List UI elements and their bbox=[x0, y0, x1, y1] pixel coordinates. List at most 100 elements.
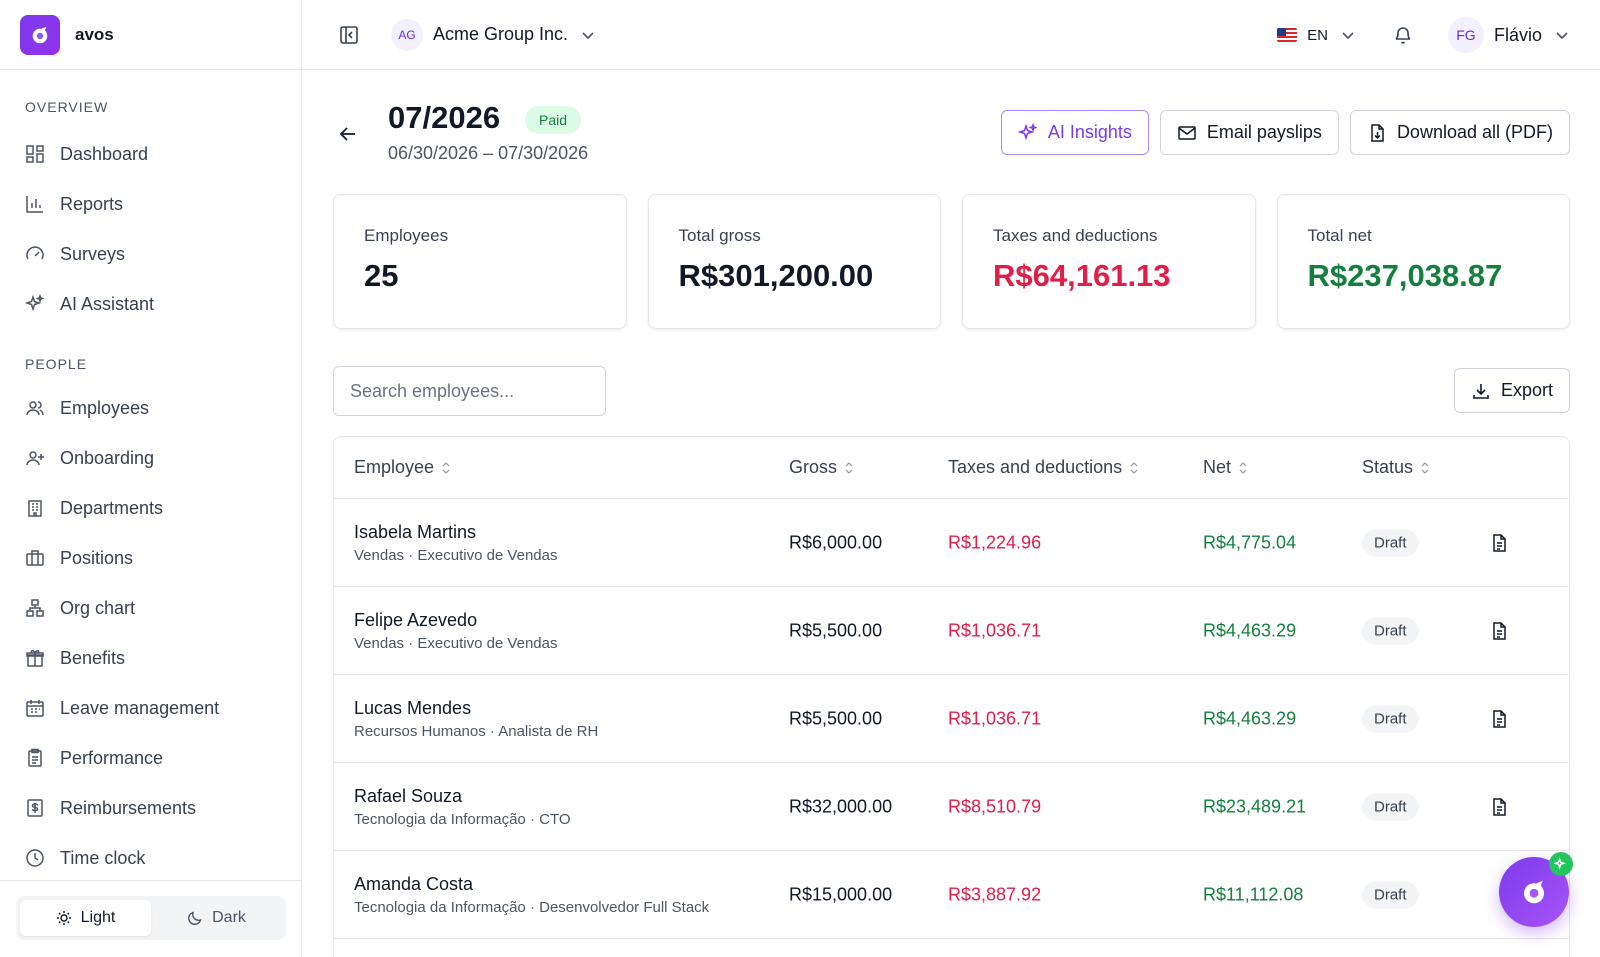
sidebar-item-label: AI Assistant bbox=[60, 293, 155, 314]
employee-cell: Isabela Martins Vendas · Executivo de Ven… bbox=[354, 522, 557, 564]
sidebar-item-positions[interactable]: Positions bbox=[0, 533, 301, 583]
email-payslips-label: Email payslips bbox=[1206, 122, 1322, 142]
employee-role: Vendas · Executivo de Vendas bbox=[354, 634, 558, 652]
table-header: Employee Gross Taxes and deductions Net … bbox=[334, 437, 1569, 499]
sidebar-item-reimbursements[interactable]: Reimbursements bbox=[0, 783, 301, 833]
status-badge: Draft bbox=[1362, 617, 1419, 644]
table-row[interactable]: Felipe Azevedo Vendas · Executivo de Vend… bbox=[334, 587, 1569, 675]
sidebar-item-label: Time clock bbox=[60, 847, 146, 868]
column-header-label: Gross bbox=[789, 457, 838, 477]
sidebar-toggle-icon[interactable] bbox=[338, 24, 360, 46]
sort-icon bbox=[1421, 461, 1429, 474]
sidebar-item-ai-assistant[interactable]: AI Assistant bbox=[0, 279, 301, 329]
bell-icon[interactable] bbox=[1392, 24, 1414, 46]
sort-icon bbox=[442, 461, 450, 474]
download-all-label: Download all (PDF) bbox=[1396, 122, 1553, 142]
column-header-net[interactable]: Net bbox=[1203, 457, 1249, 478]
payslip-document-icon[interactable] bbox=[1489, 709, 1509, 729]
sidebar-item-label: Dashboard bbox=[60, 143, 149, 164]
sun-icon bbox=[56, 911, 71, 925]
main-content: 07/2026 Paid 06/30/2026 – 07/30/2026 AI … bbox=[302, 70, 1600, 957]
sidebar-item-dashboard[interactable]: Dashboard bbox=[0, 129, 301, 179]
sidebar-item-label: Departments bbox=[60, 497, 164, 518]
card-label: Employees bbox=[364, 226, 449, 245]
chevron-down-icon bbox=[1556, 32, 1568, 40]
ai-insights-button[interactable]: AI Insights bbox=[1000, 110, 1149, 155]
theme-dark-label: Dark bbox=[212, 909, 246, 926]
status-badge: Draft bbox=[1362, 881, 1419, 908]
payslip-document-icon[interactable] bbox=[1489, 621, 1509, 641]
sidebar-item-employees[interactable]: Employees bbox=[0, 383, 301, 433]
nav-overview: Dashboard Reports Surveys AI Assistant bbox=[0, 129, 301, 329]
org-chart-icon bbox=[26, 599, 44, 617]
card-label: Total gross bbox=[678, 226, 761, 245]
nav-people: Employees Onboarding Departments Positio… bbox=[0, 383, 301, 883]
back-arrow-icon[interactable] bbox=[337, 123, 359, 145]
column-header-status[interactable]: Status bbox=[1362, 457, 1431, 478]
download-all-button[interactable]: Download all (PDF) bbox=[1349, 110, 1570, 155]
sidebar-item-leave-management[interactable]: Leave management bbox=[0, 683, 301, 733]
sidebar-item-benefits[interactable]: Benefits bbox=[0, 633, 301, 683]
taxes-value: R$1,036.71 bbox=[948, 708, 1042, 728]
status-badge: Draft bbox=[1362, 705, 1419, 732]
payslip-document-icon[interactable] bbox=[1489, 533, 1509, 553]
column-header-employee[interactable]: Employee bbox=[354, 457, 452, 478]
export-button[interactable]: Export bbox=[1453, 368, 1570, 413]
card-value: R$237,038.87 bbox=[1307, 258, 1503, 293]
column-header-taxes[interactable]: Taxes and deductions bbox=[948, 457, 1140, 478]
sidebar-item-performance[interactable]: Performance bbox=[0, 733, 301, 783]
sidebar-item-time-clock[interactable]: Time clock bbox=[0, 833, 301, 883]
card-label: Taxes and deductions bbox=[993, 226, 1158, 245]
card-value: 25 bbox=[364, 258, 399, 293]
summary-card-total-net: Total net R$237,038.87 bbox=[1276, 194, 1570, 329]
calendar-icon bbox=[26, 700, 44, 717]
table-row[interactable]: Lucas Mendes Recursos Humanos · Analista … bbox=[334, 675, 1569, 763]
table-row[interactable]: Isabela Martins Vendas · Executivo de Ven… bbox=[334, 499, 1569, 587]
email-payslips-button[interactable]: Email payslips bbox=[1159, 110, 1339, 155]
employee-name: Lucas Mendes bbox=[354, 697, 472, 718]
org-switcher[interactable]: AG Acme Group Inc. bbox=[391, 18, 596, 51]
employee-cell: Amanda Costa Tecnologia da Informação · D… bbox=[354, 874, 709, 916]
sidebar-item-departments[interactable]: Departments bbox=[0, 483, 301, 533]
column-header-gross[interactable]: Gross bbox=[789, 457, 855, 478]
brand[interactable]: avos bbox=[0, 0, 301, 70]
building-icon bbox=[28, 500, 42, 517]
status-badge: Paid bbox=[525, 106, 582, 134]
sidebar-item-label: Positions bbox=[60, 547, 134, 568]
employee-cell: Lucas Mendes Recursos Humanos · Analista … bbox=[354, 698, 598, 740]
user-menu[interactable]: FG Flávio bbox=[1447, 17, 1570, 53]
sidebar-item-label: Surveys bbox=[60, 243, 126, 264]
sort-icon bbox=[1239, 461, 1247, 474]
page-actions: AI Insights Email payslips Download all … bbox=[1000, 110, 1570, 155]
table-row[interactable]: Amanda Costa Tecnologia da Informação · D… bbox=[334, 851, 1569, 939]
sidebar: avos OVERVIEW Dashboard Reports Surveys … bbox=[0, 0, 302, 957]
sidebar-item-label: Reports bbox=[60, 193, 124, 214]
summary-cards: Employees 25 Total gross R$301,200.00 Ta… bbox=[333, 194, 1570, 329]
sidebar-item-onboarding[interactable]: Onboarding bbox=[0, 433, 301, 483]
brand-name: avos bbox=[75, 24, 114, 44]
table-row[interactable]: Rafael Souza Tecnologia da Informação · C… bbox=[334, 763, 1569, 851]
card-value: R$301,200.00 bbox=[678, 258, 874, 293]
sidebar-item-label: Reimbursements bbox=[60, 797, 197, 818]
theme-dark-button[interactable]: Dark bbox=[151, 900, 282, 936]
sidebar-item-reports[interactable]: Reports bbox=[0, 179, 301, 229]
theme-light-button[interactable]: Light bbox=[20, 900, 151, 936]
us-flag-icon bbox=[1277, 28, 1298, 42]
net-value: R$23,489.21 bbox=[1203, 796, 1307, 816]
payslip-document-icon[interactable] bbox=[1489, 797, 1509, 817]
search-input[interactable] bbox=[333, 366, 606, 416]
user-name: Flávio bbox=[1493, 24, 1542, 45]
sidebar-item-org-chart[interactable]: Org chart bbox=[0, 583, 301, 633]
column-header-label: Employee bbox=[354, 457, 435, 477]
language-selector[interactable]: EN bbox=[1277, 27, 1356, 44]
status-badge: Draft bbox=[1362, 529, 1419, 556]
net-value: R$4,775.04 bbox=[1203, 532, 1297, 552]
ai-insights-label: AI Insights bbox=[1047, 122, 1132, 142]
sidebar-item-label: Employees bbox=[60, 397, 150, 418]
gross-value: R$15,000.00 bbox=[789, 884, 893, 904]
nav-section-people: PEOPLE bbox=[25, 356, 88, 372]
avos-logo-icon bbox=[20, 14, 60, 55]
gauge-icon bbox=[26, 246, 44, 260]
org-avatar: AG bbox=[391, 18, 423, 51]
sidebar-item-surveys[interactable]: Surveys bbox=[0, 229, 301, 279]
